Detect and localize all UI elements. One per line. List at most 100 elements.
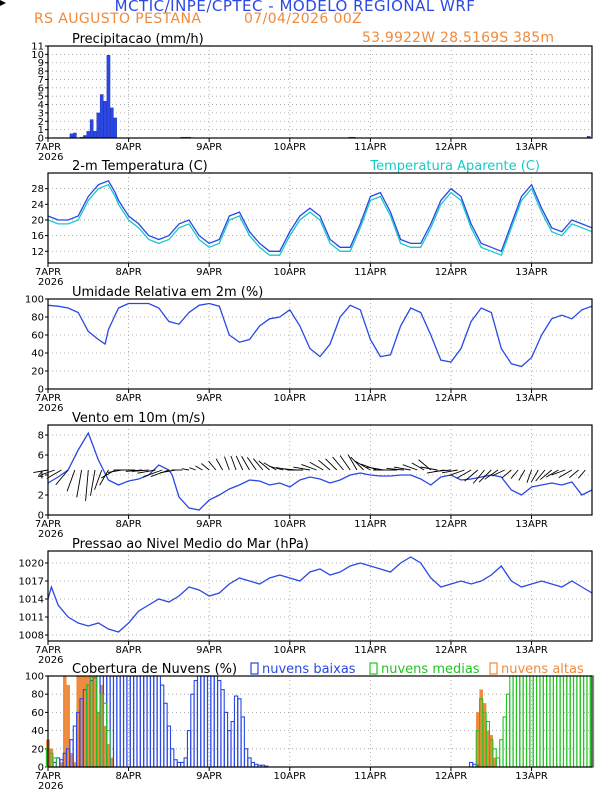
cloud-bar-mid bbox=[536, 675, 541, 768]
series-line-0 bbox=[47, 431, 593, 511]
cloud-bar-low bbox=[237, 698, 242, 768]
x-tick-label: 13APR bbox=[515, 393, 548, 404]
cloud-bar-low bbox=[143, 675, 148, 768]
cloud-bar-mid bbox=[552, 675, 558, 768]
wind-vector bbox=[258, 460, 270, 471]
wind-vector bbox=[535, 469, 546, 482]
wind-vector bbox=[420, 466, 438, 471]
header-coords: 53.9922W 28.5169S 385m bbox=[362, 30, 555, 46]
wind-vector bbox=[464, 469, 479, 482]
wind-vector bbox=[76, 469, 83, 498]
y-tick-label: 1020 bbox=[19, 559, 44, 570]
wind-vector bbox=[530, 469, 539, 483]
y-tick-label: 10 bbox=[31, 50, 44, 61]
header-title: MCTIC/INPE/CPTEC - MODELO REGIONAL WRF bbox=[114, 0, 476, 15]
cloud-bar-low bbox=[163, 702, 168, 768]
wind-vector bbox=[208, 460, 217, 471]
wind-vector bbox=[318, 459, 331, 471]
wind-vector bbox=[39, 469, 55, 476]
y-tick-label: 60 bbox=[31, 331, 44, 342]
arrow-head bbox=[0, 0, 6, 6]
wind-vector bbox=[456, 469, 472, 479]
cloud-bar-low bbox=[180, 761, 185, 768]
cloud-bar-low bbox=[240, 716, 245, 768]
y-tick-label: 80 bbox=[31, 313, 44, 324]
cloud-bar-mid bbox=[502, 716, 507, 768]
wind-vector bbox=[402, 464, 418, 471]
x-tick-label: 7APR bbox=[35, 142, 61, 153]
x-tick-label: 13APR bbox=[515, 771, 548, 782]
x-tick-label: 13APR bbox=[515, 519, 548, 530]
panel-frame bbox=[47, 172, 593, 264]
cloud-bar-low bbox=[116, 675, 121, 768]
y-tick-label: 40 bbox=[31, 349, 44, 360]
y-tick-label: 6 bbox=[38, 83, 44, 94]
cloud-bar-low bbox=[233, 695, 239, 768]
y-tick-label: 3 bbox=[38, 108, 44, 119]
y-tick-label: 20 bbox=[31, 744, 44, 755]
cloud-bar-low bbox=[156, 675, 161, 768]
cloud-bar-low bbox=[149, 675, 155, 768]
x-tick-label: 9APR bbox=[196, 645, 222, 656]
x-tick-label: 9APR bbox=[196, 519, 222, 530]
precip-bar bbox=[69, 133, 74, 139]
x-tick-label: 9APR bbox=[196, 771, 222, 782]
y-tick-label: 40 bbox=[31, 726, 44, 737]
cloud-bar-low bbox=[146, 675, 151, 768]
wind-vector bbox=[526, 469, 532, 483]
legend-label: nuvens medias bbox=[381, 662, 480, 677]
cloud-bar-mid bbox=[559, 675, 564, 768]
y-tick-label: 4 bbox=[38, 100, 44, 111]
wind-vector bbox=[478, 469, 492, 483]
wind-vector bbox=[309, 461, 324, 471]
cloud-bar-mid bbox=[512, 675, 517, 768]
x-tick-label: 10APR bbox=[274, 267, 307, 278]
legend-swatch bbox=[369, 662, 378, 675]
wind-vector bbox=[224, 456, 230, 471]
wind-vector bbox=[159, 469, 176, 474]
wind-vector bbox=[434, 469, 452, 472]
x-tick-label: 13APR bbox=[515, 267, 548, 278]
cloud-bar-low bbox=[210, 675, 215, 768]
x-tick-label: 13APR bbox=[515, 142, 548, 153]
wind-vector bbox=[241, 456, 250, 471]
series-line-0 bbox=[47, 302, 593, 368]
y-tick-label: 0 bbox=[38, 385, 44, 396]
cloud-bar-low bbox=[123, 675, 128, 768]
y-tick-label: 6 bbox=[38, 451, 44, 462]
cloud-bar-low bbox=[170, 748, 175, 768]
x-tick-label: 12APR bbox=[435, 393, 468, 404]
panel-title: Vento em 10m (m/s) bbox=[72, 411, 205, 426]
wind-vector bbox=[137, 469, 156, 474]
cloud-bar-mid bbox=[579, 675, 585, 768]
panel-title: Cobertura de Nuvens (%) bbox=[72, 662, 237, 677]
cloud-bar-mid bbox=[526, 675, 531, 768]
panel-clouds: 0 20 40 60 80 100 7APR 8APR 9APR 10APR 11APR 12APR 1… bbox=[25, 662, 584, 792]
x-year-label: 2026 bbox=[38, 403, 63, 414]
precip-bar bbox=[73, 132, 77, 139]
wind-vector bbox=[301, 464, 317, 471]
cloud-bar-low bbox=[227, 730, 232, 768]
x-tick-label: 12APR bbox=[435, 267, 468, 278]
wind-vector bbox=[325, 458, 338, 471]
wind-vector bbox=[33, 469, 49, 474]
panel-frame bbox=[47, 45, 593, 139]
cloud-bar-mid bbox=[562, 675, 568, 768]
panel-title: 2-m Temperatura (C) bbox=[72, 159, 208, 174]
cloud-bar-mid bbox=[495, 757, 501, 768]
cloud-bar-mid bbox=[546, 675, 551, 768]
cloud-bar-mid bbox=[566, 675, 571, 768]
precip-bar bbox=[86, 131, 91, 139]
y-tick-label: 11 bbox=[31, 42, 44, 53]
x-tick-label: 12APR bbox=[435, 519, 468, 530]
cloud-bar-low bbox=[119, 675, 125, 768]
cloud-bar-low bbox=[200, 675, 205, 768]
cloud-bar-low bbox=[213, 675, 219, 768]
x-tick-label: 11APR bbox=[354, 519, 387, 530]
panel-pres: 1008 1011 1014 1017 1020 7APR 8APR 9APR 10APR 11A… bbox=[19, 537, 548, 666]
cloud-bar-low bbox=[250, 761, 255, 768]
cloud-bar-low bbox=[113, 675, 118, 768]
y-tick-label: 2 bbox=[38, 117, 44, 128]
wind-vector bbox=[131, 469, 149, 472]
